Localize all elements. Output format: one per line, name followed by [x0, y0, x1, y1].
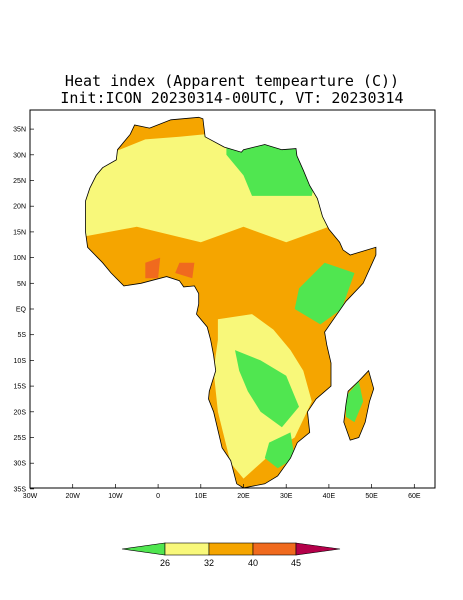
lon-label: 30E	[280, 493, 293, 500]
lat-label: 25N	[13, 178, 26, 185]
colorbar-label: 32	[204, 558, 214, 568]
colorbar: 26 32 40 45	[121, 542, 341, 568]
region	[175, 262, 195, 279]
region	[235, 350, 299, 428]
subtitle: Init:ICON 20230314-00UTC, VT: 20230314	[60, 89, 403, 107]
lon-label: 50E	[365, 493, 378, 500]
region	[346, 381, 364, 423]
lon-label: 20E	[237, 493, 250, 500]
region	[294, 262, 355, 325]
region	[145, 257, 161, 279]
lon-label: 20W	[65, 493, 80, 500]
colorbar-label: 40	[248, 558, 258, 568]
axis-labels: 35N 30N 25N 20N 15N 10N 5N EQ 5S 10S 15S 20S 25S 30S 3…	[13, 127, 421, 500]
colorbar-label: 26	[160, 558, 170, 568]
title: Heat index (Apparent tempearture (C))	[65, 72, 399, 90]
lat-label: 35N	[13, 127, 26, 134]
lat-label: 15S	[14, 384, 27, 391]
lat-label: 15N	[13, 229, 26, 236]
lat-label: 20S	[14, 409, 27, 416]
lat-label: 35S	[14, 486, 27, 493]
lon-label: 10E	[195, 493, 208, 500]
lat-label: 25S	[14, 435, 27, 442]
lat-label: 30N	[13, 152, 26, 159]
region	[264, 432, 295, 469]
lat-label: 5S	[17, 332, 26, 339]
lat-label: 10N	[13, 255, 26, 262]
lon-label: 60E	[408, 493, 421, 500]
lat-label: 10S	[14, 358, 27, 365]
lat-label: 20N	[13, 204, 26, 211]
lat-label: 30S	[14, 461, 27, 468]
lon-label: 30W	[23, 493, 38, 500]
coastline	[85, 116, 377, 489]
lon-label: 40E	[323, 493, 336, 500]
lon-label: 0	[156, 493, 160, 500]
colorbar-label: 45	[291, 558, 301, 568]
lon-label: 10W	[108, 493, 123, 500]
lat-label: EQ	[16, 307, 27, 314]
lat-label: 5N	[17, 281, 26, 288]
